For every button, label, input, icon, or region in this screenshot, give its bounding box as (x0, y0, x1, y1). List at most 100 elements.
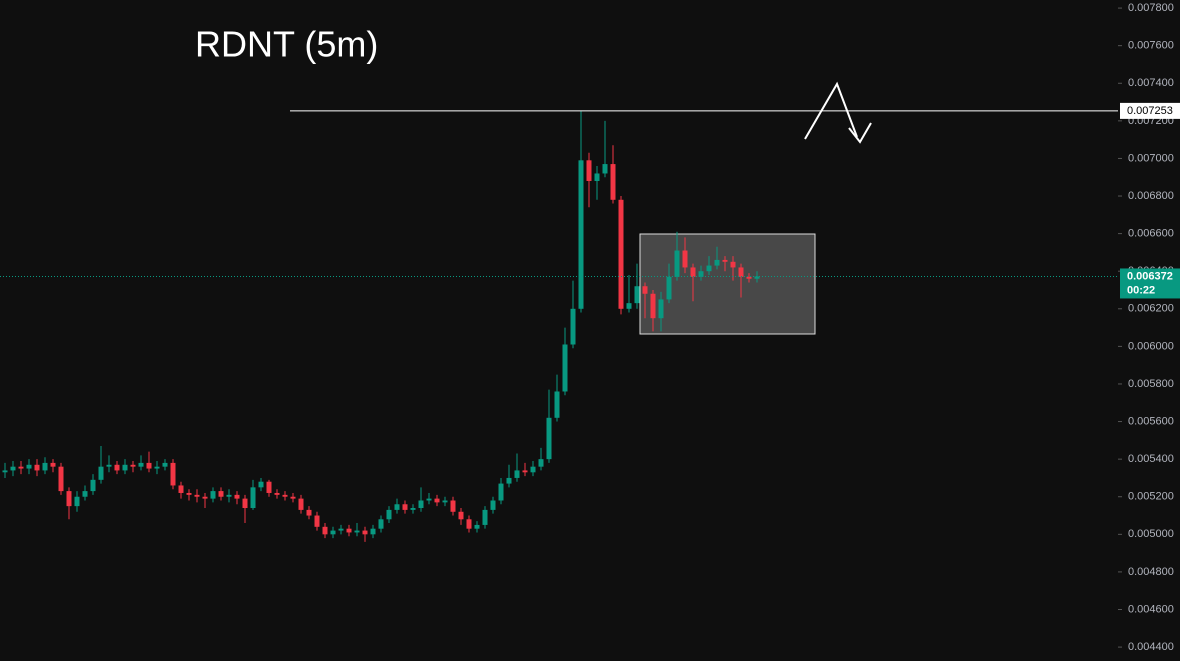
candle-body (98, 466, 104, 480)
price-axis: 0.004400 0.004600 0.004800 0.005000 0.005200… (1118, 2, 1174, 653)
y-tick-label: 0.007600 (1128, 40, 1174, 52)
candle-body (538, 459, 544, 467)
candle-body (322, 526, 328, 535)
candle-body (570, 308, 576, 345)
candle-body (426, 498, 432, 501)
y-tick-label: 0.005400 (1128, 453, 1174, 465)
y-tick-label: 0.005200 (1128, 491, 1174, 503)
candle-body (2, 470, 8, 473)
candle-body (698, 271, 704, 277)
candle-body (194, 494, 200, 497)
candle-body (634, 286, 640, 304)
candle-body (746, 276, 752, 279)
candle-body (642, 286, 648, 294)
candle-body (50, 462, 56, 467)
candle-body (666, 276, 672, 300)
candles (2, 110, 760, 542)
candle-body (738, 267, 744, 277)
candle-body (90, 479, 96, 492)
arrow-drawing (804, 81, 858, 140)
y-tick-label: 0.006600 (1128, 228, 1174, 240)
chart-title: RDNT (5m) (195, 24, 378, 65)
candle-body (370, 528, 376, 535)
candle-body (354, 530, 360, 533)
candle-body (514, 470, 520, 478)
candle-body (434, 498, 440, 503)
candle-body (58, 466, 64, 492)
candle-body (170, 462, 176, 486)
last-price-label-box (1120, 268, 1180, 299)
candle-body (466, 519, 472, 529)
candle-body (418, 500, 424, 509)
candle-body (450, 500, 456, 512)
candle-body (210, 491, 216, 499)
price-line-label: 0.007253 (1127, 105, 1173, 117)
candle-body (610, 164, 616, 200)
candle-body (522, 470, 528, 473)
candle-body (266, 481, 272, 493)
candle-body (506, 477, 512, 484)
range-box (639, 233, 816, 335)
candle-body (34, 464, 40, 471)
candle-body (594, 173, 600, 181)
candle-body (602, 164, 608, 174)
candle-body (722, 259, 728, 262)
y-tick-label: 0.004400 (1128, 641, 1174, 653)
candle-body (74, 496, 80, 507)
candle-body (82, 491, 88, 497)
candle-body (202, 496, 208, 499)
candle-body (154, 466, 160, 469)
candle-body (146, 462, 152, 469)
candle-body (346, 528, 352, 533)
candle-body (394, 504, 400, 510)
candle-body (482, 509, 488, 525)
y-tick-label: 0.006000 (1128, 340, 1174, 352)
candle-body (186, 492, 192, 495)
candle-body (26, 464, 32, 469)
candle-body (162, 462, 168, 467)
candle-body (730, 261, 736, 268)
candle-body (130, 464, 136, 467)
candle-body (274, 492, 280, 495)
y-tick-label: 0.004600 (1128, 603, 1174, 615)
price-line-label-box (1120, 102, 1180, 119)
candle-body (706, 265, 712, 272)
candle-body (258, 481, 264, 488)
candle-body (626, 303, 632, 309)
candle-body (298, 498, 304, 510)
candle-body (578, 160, 584, 309)
y-tick-label: 0.006200 (1128, 303, 1174, 315)
y-tick-label: 0.007800 (1128, 2, 1174, 14)
candle-body (562, 344, 568, 392)
y-tick-label: 0.005600 (1128, 415, 1174, 427)
candle-body (378, 519, 384, 529)
candle-body (306, 509, 312, 516)
candle-body (754, 276, 760, 279)
candle-body (362, 530, 368, 535)
candle-body (410, 508, 416, 510)
candle-body (10, 466, 16, 471)
candle-body (314, 515, 320, 527)
candle-body (402, 504, 408, 510)
candle-body (282, 494, 288, 497)
candle-body (674, 250, 680, 277)
candle-body (250, 487, 256, 509)
candle-body (338, 528, 344, 531)
candle-body (650, 293, 656, 319)
arrow-head (848, 122, 872, 144)
candle-body (234, 494, 240, 499)
candle-body (106, 464, 112, 467)
candle-body (226, 494, 232, 497)
candle-body (242, 498, 248, 509)
candle-body (586, 160, 592, 181)
candle-body (138, 462, 144, 467)
candle-body (682, 250, 688, 268)
candle-body (458, 511, 464, 520)
y-tick-label: 0.007000 (1128, 152, 1174, 164)
y-tick-label: 0.004800 (1128, 566, 1174, 578)
candle-body (714, 259, 720, 266)
candle-body (498, 483, 504, 501)
y-tick-label: 0.007400 (1128, 77, 1174, 89)
